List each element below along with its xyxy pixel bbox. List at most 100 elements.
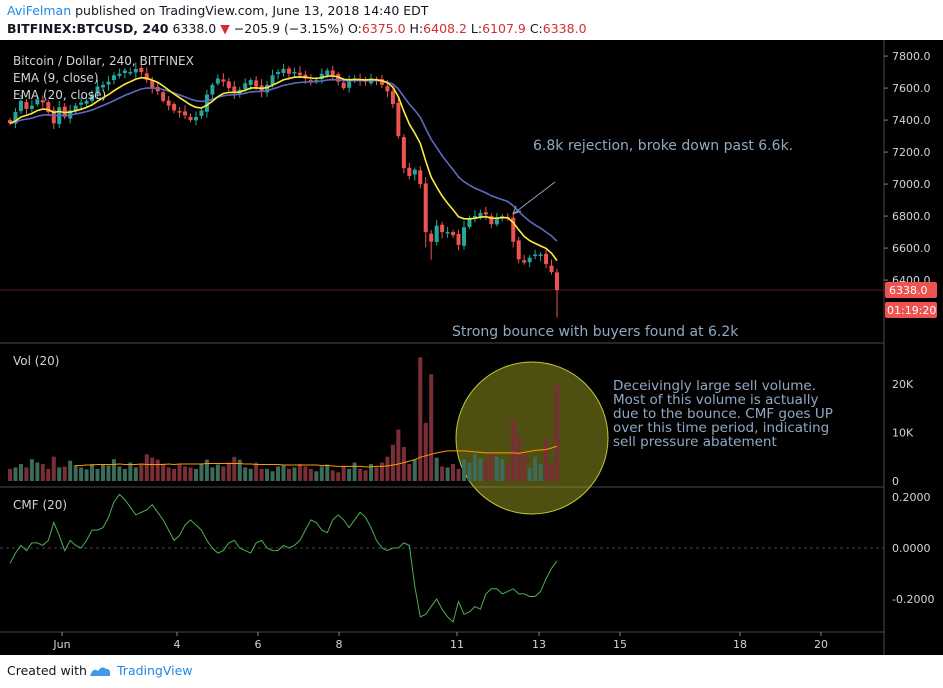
volume-bar xyxy=(183,466,188,481)
volume-bar xyxy=(396,429,401,481)
chart-area[interactable]: 6400.0 6600.0 6800.0 7000.0 7200.0 7400.0 7600… xyxy=(0,40,943,655)
volume-bar xyxy=(111,459,116,481)
volume-bar xyxy=(544,439,549,481)
candle-body xyxy=(390,91,395,105)
annotation-arrow xyxy=(512,181,556,215)
volume-bar xyxy=(172,468,177,481)
volume-bar xyxy=(254,462,259,481)
candle-body xyxy=(161,92,166,101)
candle-body xyxy=(188,116,193,121)
low-label: L: xyxy=(470,21,483,36)
volume-tick-label: 0 xyxy=(892,475,899,488)
volume-bar xyxy=(527,467,532,481)
tradingview-link[interactable]: TradingView xyxy=(117,663,193,678)
volume-bar xyxy=(106,465,111,481)
volume-bar xyxy=(150,457,155,481)
candle-body xyxy=(281,68,286,74)
symbol-name[interactable]: BITFINEX:BTCUSD, 240 xyxy=(7,21,169,36)
cmf-tick-label: -0.2000 xyxy=(892,593,934,606)
candle-body xyxy=(489,216,494,225)
candle-body xyxy=(150,80,155,89)
candle-body xyxy=(286,68,291,74)
volume-bar xyxy=(401,447,406,481)
volume-bar xyxy=(128,462,133,481)
candle-body xyxy=(177,111,182,113)
price-tick-label: 7800.0 xyxy=(892,50,931,63)
candle-body xyxy=(544,253,549,265)
candle-body xyxy=(511,217,516,242)
volume-bar xyxy=(40,464,45,481)
candle-body xyxy=(100,84,105,88)
volume-bar xyxy=(177,464,182,481)
candle-body xyxy=(62,106,67,117)
volume-annotation: Deceivingly large sell volume. Most of th… xyxy=(613,378,833,450)
volume-bar xyxy=(325,464,330,481)
volume-bar xyxy=(412,459,417,481)
volume-bars xyxy=(8,357,559,481)
volume-bar xyxy=(204,459,209,481)
candle-body xyxy=(270,75,275,85)
cmf-tick-label: 0.0000 xyxy=(892,542,931,555)
volume-bar xyxy=(423,422,428,481)
candle-body xyxy=(494,217,499,225)
volume-bar xyxy=(79,467,84,481)
candle-body xyxy=(483,212,488,215)
time-tick-label: Jun xyxy=(52,638,70,651)
chart-canvas[interactable]: 6400.06600.06800.07000.07200.07400.07600… xyxy=(0,40,943,655)
candle-body xyxy=(516,240,521,260)
candle-body xyxy=(215,78,220,84)
candle-body xyxy=(84,100,89,104)
candle-body xyxy=(18,100,23,112)
candle-body xyxy=(111,75,116,81)
volume-bar xyxy=(308,468,313,481)
candle-body xyxy=(46,102,51,113)
volume-bar xyxy=(248,468,253,481)
created-with-text: Created with xyxy=(7,663,87,678)
candle-body xyxy=(199,110,204,116)
volume-annotation-line: due to the bounce. CMF goes UP xyxy=(613,406,833,422)
candle-body xyxy=(183,111,188,116)
time-tick-label: 13 xyxy=(532,638,546,651)
volume-bar xyxy=(193,468,198,481)
candle-body xyxy=(40,100,45,103)
volume-bar xyxy=(62,466,67,481)
publish-line: AviFelman published on TradingView.com, … xyxy=(7,3,428,18)
candle-body xyxy=(325,70,330,75)
volume-bar xyxy=(358,468,363,481)
volume-bar xyxy=(462,459,467,481)
volume-bar xyxy=(265,468,270,481)
volume-highlight-circle xyxy=(455,361,609,515)
axes: 6400.06600.06800.07000.07200.07400.07600… xyxy=(52,50,934,651)
volume-annotation-line: sell pressure abatement xyxy=(613,434,777,450)
candle-body xyxy=(472,216,477,218)
volume-bar xyxy=(489,451,494,481)
candle-body xyxy=(555,272,559,290)
volume-bar xyxy=(451,464,456,481)
volume-bar xyxy=(303,466,308,481)
candle-body xyxy=(221,79,226,82)
countdown-tag-text: 01:19:20 xyxy=(887,304,936,317)
candle-body xyxy=(51,110,56,124)
candle-body xyxy=(412,169,417,175)
last-price-tag-text: 6338.0 xyxy=(889,284,928,297)
volume-annotation-line: over this time period, indicating xyxy=(613,420,829,436)
author-link[interactable]: AviFelman xyxy=(7,3,72,18)
candle-body xyxy=(347,81,352,88)
candle-body xyxy=(133,68,138,73)
candle-body xyxy=(440,224,445,233)
candle-body xyxy=(204,94,209,112)
volume-bar xyxy=(24,467,29,481)
low-value: 6107.9 xyxy=(482,21,526,36)
volume-bar xyxy=(73,464,78,481)
candle-body xyxy=(226,81,231,89)
volume-bar xyxy=(483,460,488,481)
volume-annotation-line: Most of this volume is actually xyxy=(613,392,818,408)
volume-bar xyxy=(511,420,516,481)
candle-body xyxy=(144,73,149,81)
volume-bar xyxy=(281,465,286,481)
candle-body xyxy=(456,234,461,245)
candle-body xyxy=(232,86,237,93)
volume-bar xyxy=(385,456,390,481)
volume-bar xyxy=(51,456,56,481)
close-value: 6338.0 xyxy=(542,21,587,36)
